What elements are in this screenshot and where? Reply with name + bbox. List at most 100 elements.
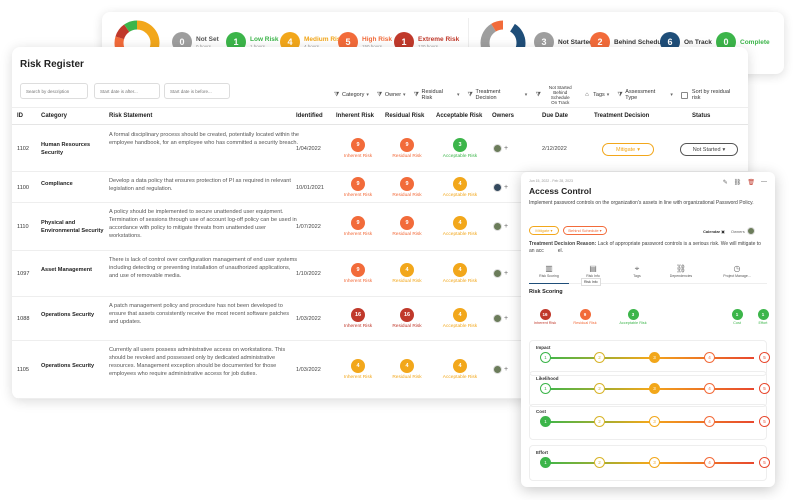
table-row[interactable]: 1088 Operations Security A patch managemen…: [12, 297, 748, 341]
tag-mitigate[interactable]: Mitigate ▾: [529, 226, 559, 235]
scale-option[interactable]: 5: [759, 352, 770, 363]
acceptable-risk-indicator: 4 Acceptable Risk: [436, 216, 484, 237]
tag-behind-schedule[interactable]: Behind Schedule ▾: [563, 226, 607, 235]
col-identified: Identified: [296, 113, 323, 119]
risk-score-badge: 16: [351, 308, 365, 322]
add-user-icon[interactable]: +: [504, 366, 509, 373]
scale-option[interactable]: 3: [649, 457, 660, 468]
panel-description: Implement password controls on the organ…: [529, 200, 754, 206]
scale-option[interactable]: 3: [649, 416, 660, 427]
filter-owner[interactable]: ⧩ Owner ▾: [376, 92, 406, 98]
start-after-input[interactable]: [94, 83, 160, 99]
filter-assessment-type[interactable]: ⧩ Assessment Type ▾: [617, 89, 673, 101]
filter-category[interactable]: ⧩ Category ▾: [334, 92, 369, 98]
bar-chart-icon: ▥: [545, 264, 553, 273]
add-user-icon[interactable]: +: [504, 145, 509, 152]
avatar[interactable]: [493, 222, 502, 231]
score-label: Effort: [758, 321, 768, 325]
scale-option[interactable]: 5: [759, 416, 770, 427]
tab-risk-info[interactable]: ▤ Risk Info: [573, 264, 613, 278]
add-user-icon[interactable]: +: [504, 270, 509, 277]
table-row[interactable]: 1097 Asset Management There is lack of con…: [12, 251, 748, 297]
row-category: Asset Management: [41, 267, 92, 273]
tab-project-manage[interactable]: ◷ Project Manage...: [707, 264, 767, 278]
scale-option[interactable]: 2: [594, 352, 605, 363]
tab-risk-scoring[interactable]: ▥ Risk Scoring: [529, 264, 569, 278]
scale-option[interactable]: 1: [540, 457, 551, 468]
scale-option[interactable]: 3: [649, 383, 660, 394]
row-identified-date: 1/04/2022: [296, 146, 321, 152]
row-owners: +: [493, 365, 508, 374]
tag-icon: ⌂: [585, 92, 589, 98]
filter-residual-risk[interactable]: ⧩ Residual Risk ▾: [413, 89, 460, 101]
avatar[interactable]: [493, 365, 502, 374]
tab-dependencies[interactable]: ⛓ Dependencies: [661, 264, 701, 278]
sort-residual-checkbox[interactable]: Sort by residual risk: [680, 89, 740, 101]
tag-icon: ⌖: [634, 264, 640, 273]
row-category: Operations Security: [41, 312, 95, 318]
add-user-icon[interactable]: +: [504, 223, 509, 230]
score-badge: 3: [627, 309, 639, 320]
row-id: 1102: [17, 146, 30, 152]
avatar[interactable]: [493, 269, 502, 278]
score-badge: 9: [579, 309, 591, 320]
add-user-icon[interactable]: +: [504, 183, 509, 191]
avatar[interactable]: [493, 314, 502, 323]
scale-option[interactable]: 2: [594, 457, 605, 468]
scale-name: Likelihood: [536, 376, 559, 381]
scale-option[interactable]: 4: [704, 416, 715, 427]
add-user-icon[interactable]: +: [504, 315, 509, 322]
table-row[interactable]: 1105 Operations Security Currently all use…: [12, 341, 748, 399]
score-label: Residual Risk: [573, 321, 597, 325]
row-statement: A policy should be implemented to secure…: [109, 209, 297, 239]
avatar[interactable]: [493, 144, 502, 153]
row-category: Operations Security: [41, 363, 95, 369]
filter-tags[interactable]: ⌂ Tags ▾: [585, 92, 610, 98]
scale-name: Impact: [536, 345, 551, 350]
table-row[interactable]: 1100 Compliance Develop a data policy that…: [12, 172, 748, 203]
scale-option[interactable]: 4: [704, 383, 715, 394]
col-treatment: Treatment Decision: [594, 113, 650, 119]
scale-name: Effort: [536, 450, 548, 455]
inherent-risk-indicator: 9 Inherent Risk: [334, 138, 382, 159]
start-before-input[interactable]: [164, 83, 230, 99]
scale-option[interactable]: 2: [594, 383, 605, 394]
delete-icon[interactable]: 🗑: [747, 180, 755, 186]
avatar[interactable]: [493, 182, 502, 192]
calendar-link[interactable]: Calendar: [703, 228, 721, 234]
scale-option[interactable]: 3: [649, 352, 660, 363]
table-row[interactable]: 1102 Human Resources Security A formal dis…: [12, 126, 748, 172]
score-indicator: 3 Acceptable Risk: [613, 309, 653, 325]
table-row[interactable]: 1110 Physical and Environmental Security A…: [12, 203, 748, 251]
close-icon[interactable]: —: [761, 179, 767, 185]
scale-option[interactable]: 5: [759, 383, 770, 394]
col-status: Status: [692, 113, 711, 119]
checkbox[interactable]: [680, 91, 688, 99]
filter-treatment-decision[interactable]: ⧩ Treatment Decision ▾: [467, 89, 528, 101]
col-acceptable: Acceptable Risk: [436, 113, 483, 119]
tab-tags[interactable]: ⌖ Tags: [617, 264, 657, 278]
avatar[interactable]: [746, 227, 755, 235]
search-input[interactable]: [20, 83, 88, 99]
status-dropdown[interactable]: Not Started ▾: [680, 143, 738, 156]
filter-status[interactable]: ⧩ Not Started Behind Schedule On Track: [535, 85, 572, 105]
panel-title: Access Control: [529, 186, 592, 196]
scale-option[interactable]: 2: [594, 416, 605, 427]
row-id: 1105: [17, 367, 30, 373]
scale-option[interactable]: 1: [540, 416, 551, 427]
stat-label: Behind Schedule: [614, 38, 667, 46]
link-icon[interactable]: ⛓: [733, 180, 742, 186]
scale-option[interactable]: 4: [704, 352, 715, 363]
edit-icon[interactable]: ✎: [722, 180, 728, 186]
scale-option[interactable]: 5: [759, 457, 770, 468]
risk-score-badge: 9: [400, 138, 414, 152]
scale-option[interactable]: 4: [704, 457, 715, 468]
row-identified-date: 1/10/2022: [296, 271, 321, 277]
scale-option[interactable]: 1: [540, 383, 551, 394]
chevron-down-icon: ▾: [403, 92, 406, 98]
risk-score-badge: 4: [453, 359, 467, 373]
score-label: Cost: [733, 321, 741, 325]
col-owners: Owners: [492, 113, 515, 119]
treatment-dropdown[interactable]: Mitigate ▾: [602, 143, 654, 156]
scale-option[interactable]: 1: [540, 352, 551, 363]
